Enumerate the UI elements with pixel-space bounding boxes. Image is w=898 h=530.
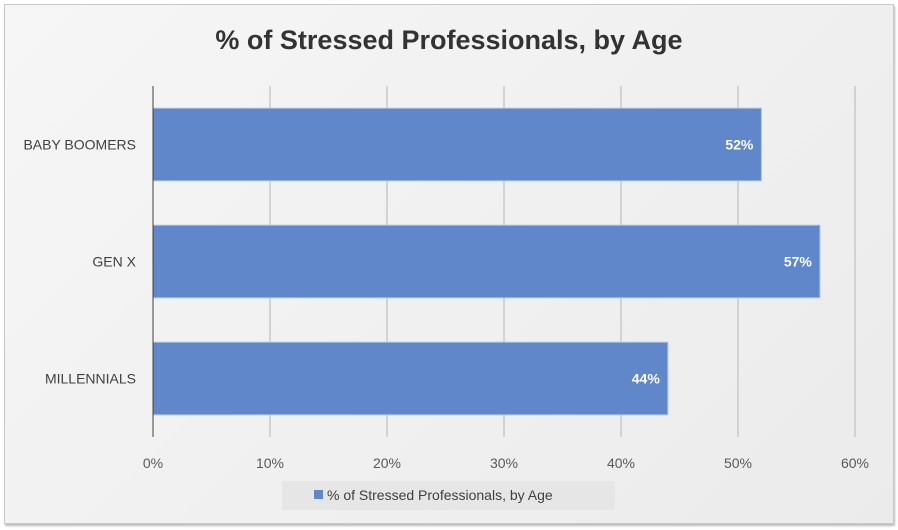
data-label: 57% — [784, 254, 813, 270]
bar — [152, 107, 762, 182]
category-label: GEN X — [92, 254, 136, 270]
bar — [152, 224, 821, 299]
legend-swatch — [314, 490, 323, 499]
x-tick-label: 10% — [256, 455, 284, 471]
x-tick-label: 50% — [724, 455, 752, 471]
category-label: BABY BOOMERS — [23, 137, 136, 153]
category-label: MILLENNIALS — [45, 371, 136, 387]
x-tick-label: 60% — [841, 455, 869, 471]
chart-title: % of Stressed Professionals, by Age — [215, 25, 682, 55]
bar — [152, 341, 669, 416]
legend-label: % of Stressed Professionals, by Age — [327, 487, 553, 503]
x-tick-label: 0% — [143, 455, 163, 471]
data-label: 52% — [725, 137, 754, 153]
x-tick-label: 20% — [373, 455, 401, 471]
data-label: 44% — [632, 371, 661, 387]
x-tick-label: 30% — [490, 455, 518, 471]
x-tick-label: 40% — [607, 455, 635, 471]
legend — [282, 481, 615, 510]
